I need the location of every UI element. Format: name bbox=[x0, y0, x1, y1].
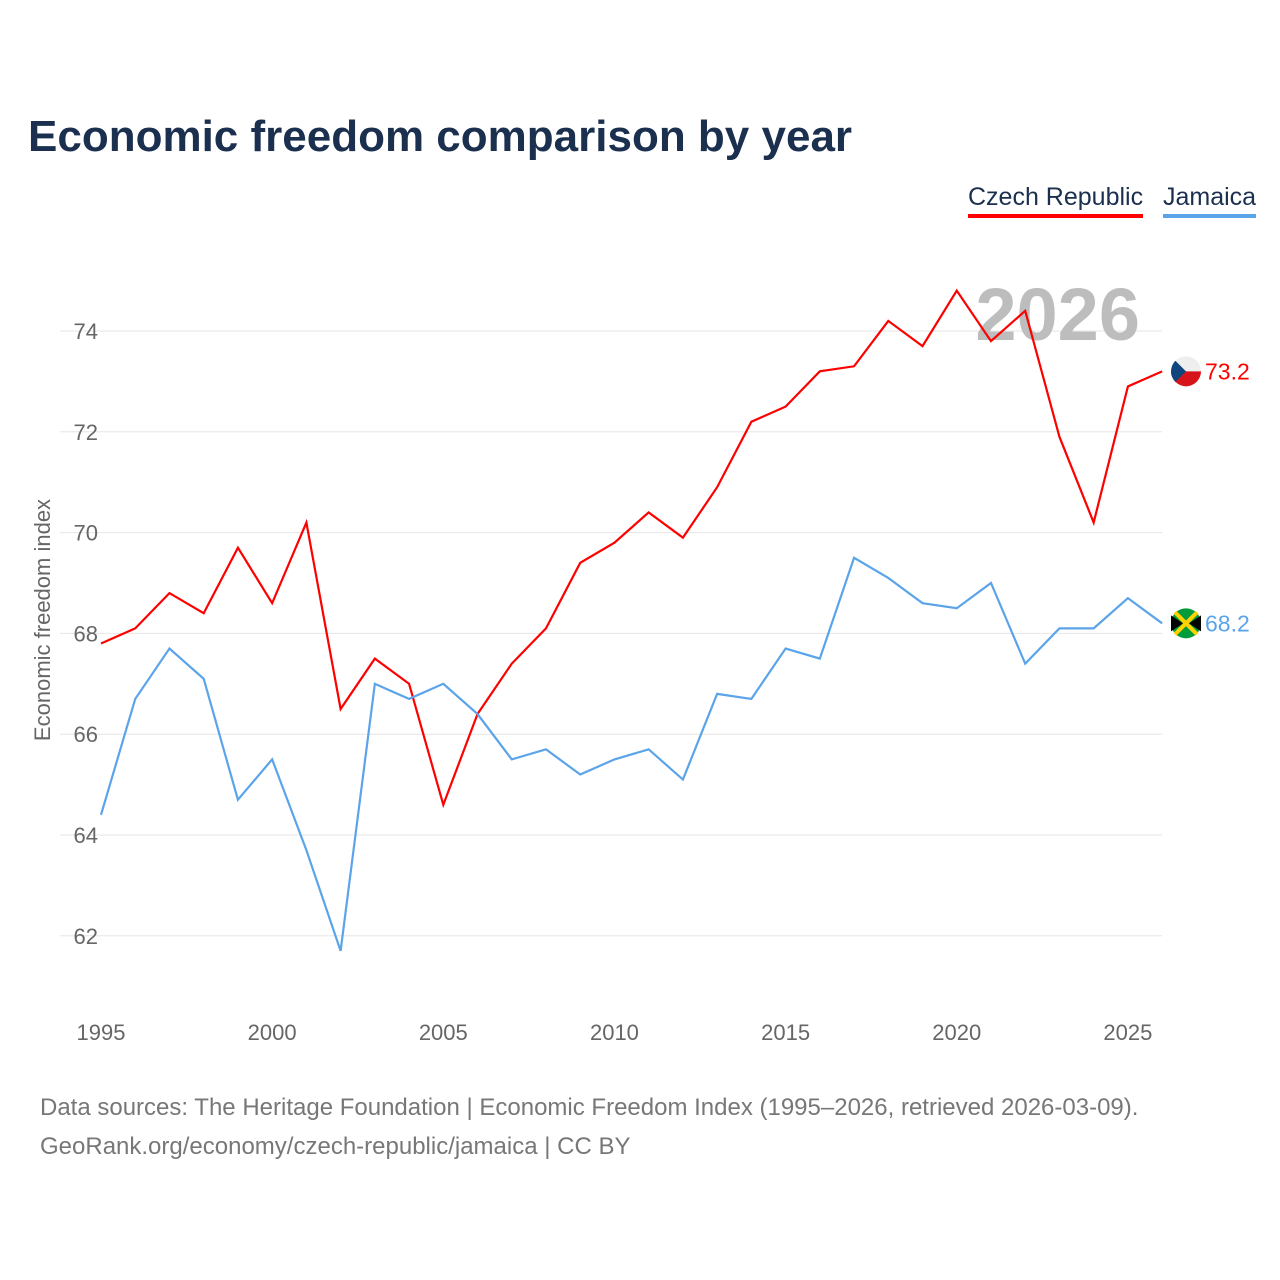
x-tick-label: 2010 bbox=[590, 1020, 639, 1045]
series-line-jamaica bbox=[99, 556, 1163, 952]
source-note: Data sources: The Heritage Foundation | … bbox=[40, 1088, 1138, 1166]
x-tick-label: 2020 bbox=[932, 1020, 981, 1045]
jamaica-flag-icon bbox=[1171, 608, 1201, 639]
source-line-1: Data sources: The Heritage Foundation | … bbox=[40, 1094, 1139, 1121]
end-value-label: 73.2 bbox=[1205, 358, 1250, 384]
end-value-label: 68.2 bbox=[1205, 610, 1250, 636]
x-tick-label: 2005 bbox=[419, 1020, 468, 1045]
y-tick-label: 62 bbox=[74, 924, 98, 949]
chart-title: Economic freedom comparison by year bbox=[28, 112, 853, 161]
x-tick-label: 2015 bbox=[761, 1020, 810, 1045]
y-tick-label: 70 bbox=[74, 521, 98, 546]
y-tick-label: 68 bbox=[74, 621, 98, 646]
source-line-2[interactable]: GeoRank.org/economy/czech-republic/jamai… bbox=[40, 1133, 631, 1160]
flag-part bbox=[1171, 360, 1186, 382]
legend-czech-republic[interactable]: Czech Republic bbox=[968, 183, 1144, 218]
y-axis-label: Economic freedom index bbox=[30, 499, 55, 741]
y-tick-label: 64 bbox=[74, 823, 98, 848]
y-tick-label: 74 bbox=[74, 319, 98, 344]
czech-flag-icon bbox=[1171, 356, 1201, 387]
year-watermark: 2026 bbox=[975, 273, 1140, 356]
series-line-czech-republic bbox=[100, 288, 1163, 809]
legend-jamaica[interactable]: Jamaica bbox=[1163, 183, 1257, 218]
flag-part bbox=[1171, 615, 1201, 632]
x-tick-label: 2000 bbox=[248, 1020, 297, 1045]
y-tick-label: 72 bbox=[74, 420, 98, 445]
x-tick-label: 2025 bbox=[1103, 1020, 1152, 1045]
x-tick-label: 1995 bbox=[77, 1020, 126, 1045]
y-tick-label: 66 bbox=[74, 722, 98, 747]
flag-part bbox=[1173, 610, 1199, 636]
